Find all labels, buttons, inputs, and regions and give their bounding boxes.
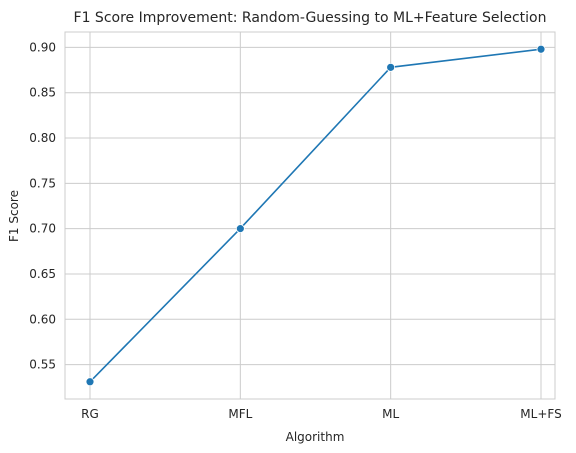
chart-title: F1 Score Improvement: Random-Guessing to… xyxy=(74,10,547,26)
series-line xyxy=(89,48,542,383)
y-tick-label: 0.90 xyxy=(29,40,56,54)
y-tick-label: 0.70 xyxy=(29,222,56,236)
y-tick-label: 0.55 xyxy=(29,358,56,372)
y-axis-label: F1 Score xyxy=(7,190,21,242)
x-axis-ticks: RG MFL ML ML+FS xyxy=(81,407,562,421)
data-point xyxy=(386,62,396,72)
y-tick-label: 0.80 xyxy=(29,131,56,145)
plot-area-frame xyxy=(64,31,556,400)
series-layer xyxy=(85,44,546,387)
y-tick-label: 0.60 xyxy=(29,312,56,326)
data-point xyxy=(85,377,95,387)
x-tick-label: ML xyxy=(382,407,399,421)
x-tick-label: ML+FS xyxy=(520,407,561,421)
y-tick-label: 0.85 xyxy=(29,86,56,100)
y-tick-label: 0.75 xyxy=(29,176,56,190)
data-point xyxy=(235,224,245,234)
x-axis-label: Algorithm xyxy=(286,430,345,444)
y-axis-ticks: 0.55 0.60 0.65 0.70 0.75 0.80 0.85 0.90 xyxy=(29,40,56,371)
x-tick-label: MFL xyxy=(228,407,252,421)
grid-layer xyxy=(65,32,555,399)
data-point xyxy=(536,44,546,54)
y-tick-label: 0.65 xyxy=(29,267,56,281)
x-tick-label: RG xyxy=(81,407,99,421)
